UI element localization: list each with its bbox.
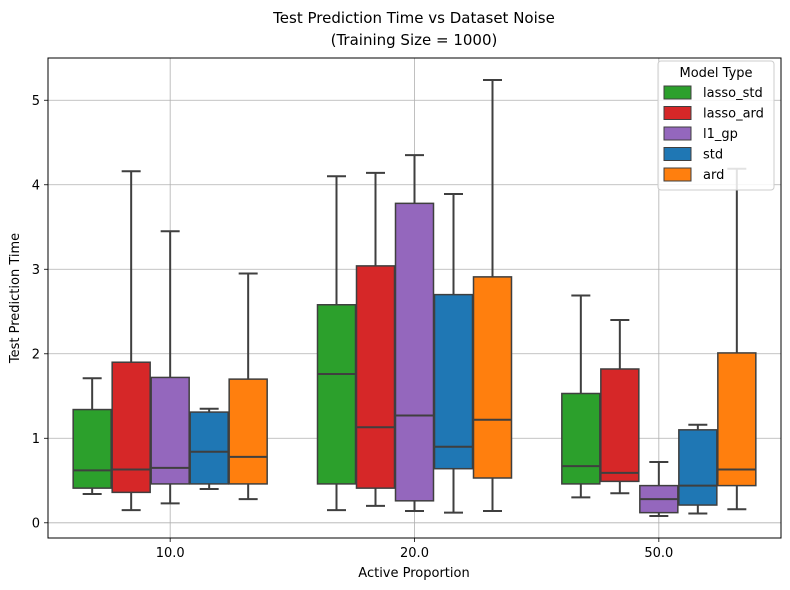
legend-label-ard: ard <box>703 168 724 183</box>
y-axis-ticks: 0 1 2 3 4 5 <box>32 94 48 531</box>
y-tick-label: 5 <box>32 94 40 109</box>
legend-label-lasso_ard: lasso_ard <box>703 107 764 122</box>
box-iqr <box>150 376 190 485</box>
box-lasso_std-20.0 <box>316 175 357 512</box>
boxes-layer <box>72 78 757 518</box>
legend-label-std: std <box>703 148 723 163</box>
box-l1_gp-20.0 <box>394 154 435 512</box>
box-lasso_std-50.0 <box>561 294 601 499</box>
box-iqr <box>394 202 435 502</box>
x-tick-label: 50.0 <box>644 546 673 561</box>
x-tick-label: 10.0 <box>156 546 185 561</box>
box-ard-50.0 <box>717 167 757 511</box>
y-tick-label: 1 <box>32 432 40 447</box>
box-std-50.0 <box>678 423 718 515</box>
box-lasso_ard-50.0 <box>600 318 640 495</box>
legend-label-lasso_std: lasso_std <box>703 86 763 101</box>
box-ard-10.0 <box>228 272 268 501</box>
legend-swatch-lasso_std <box>663 85 692 100</box>
y-tick-label: 4 <box>32 178 40 193</box>
box-std-10.0 <box>189 407 229 490</box>
chart-title-line1: Test Prediction Time vs Dataset Noise <box>272 9 555 27</box>
box-lasso_std-10.0 <box>72 377 112 496</box>
box-ard-20.0 <box>472 78 513 512</box>
legend-swatch-ard <box>663 167 692 182</box>
box-iqr <box>600 368 640 483</box>
box-std-20.0 <box>433 193 474 514</box>
box-iqr <box>111 361 151 494</box>
box-iqr <box>189 411 229 485</box>
legend-swatch-std <box>663 147 692 161</box>
box-lasso_ard-10.0 <box>111 170 151 512</box>
box-l1_gp-10.0 <box>150 230 190 505</box>
box-iqr <box>355 265 396 489</box>
box-iqr <box>228 378 268 485</box>
box-iqr <box>316 304 357 485</box>
y-tick-label: 2 <box>32 347 40 362</box>
y-tick-label: 0 <box>32 516 40 531</box>
box-iqr <box>433 293 474 470</box>
x-tick-label: 20.0 <box>400 546 429 561</box>
legend-title: Model Type <box>679 66 752 81</box>
y-tick-label: 3 <box>32 263 40 278</box>
box-lasso_ard-20.0 <box>355 171 396 507</box>
box-iqr <box>472 276 513 479</box>
legend-swatch-lasso_ard <box>663 106 692 120</box>
chart-title-line2: (Training Size = 1000) <box>331 31 498 49</box>
box-iqr <box>717 352 757 487</box>
y-axis-label: Test Prediction Time <box>8 233 23 364</box>
x-axis-ticks: 10.0 20.0 50.0 <box>156 538 673 561</box>
legend-swatch-l1_gp <box>663 126 692 141</box>
box-iqr <box>678 429 718 506</box>
legend-label-l1_gp: l1_gp <box>703 127 738 142</box>
box-l1_gp-50.0 <box>639 460 679 518</box>
box-iqr <box>561 392 601 485</box>
x-axis-label: Active Proportion <box>358 566 469 581</box>
box-iqr <box>72 408 112 489</box>
